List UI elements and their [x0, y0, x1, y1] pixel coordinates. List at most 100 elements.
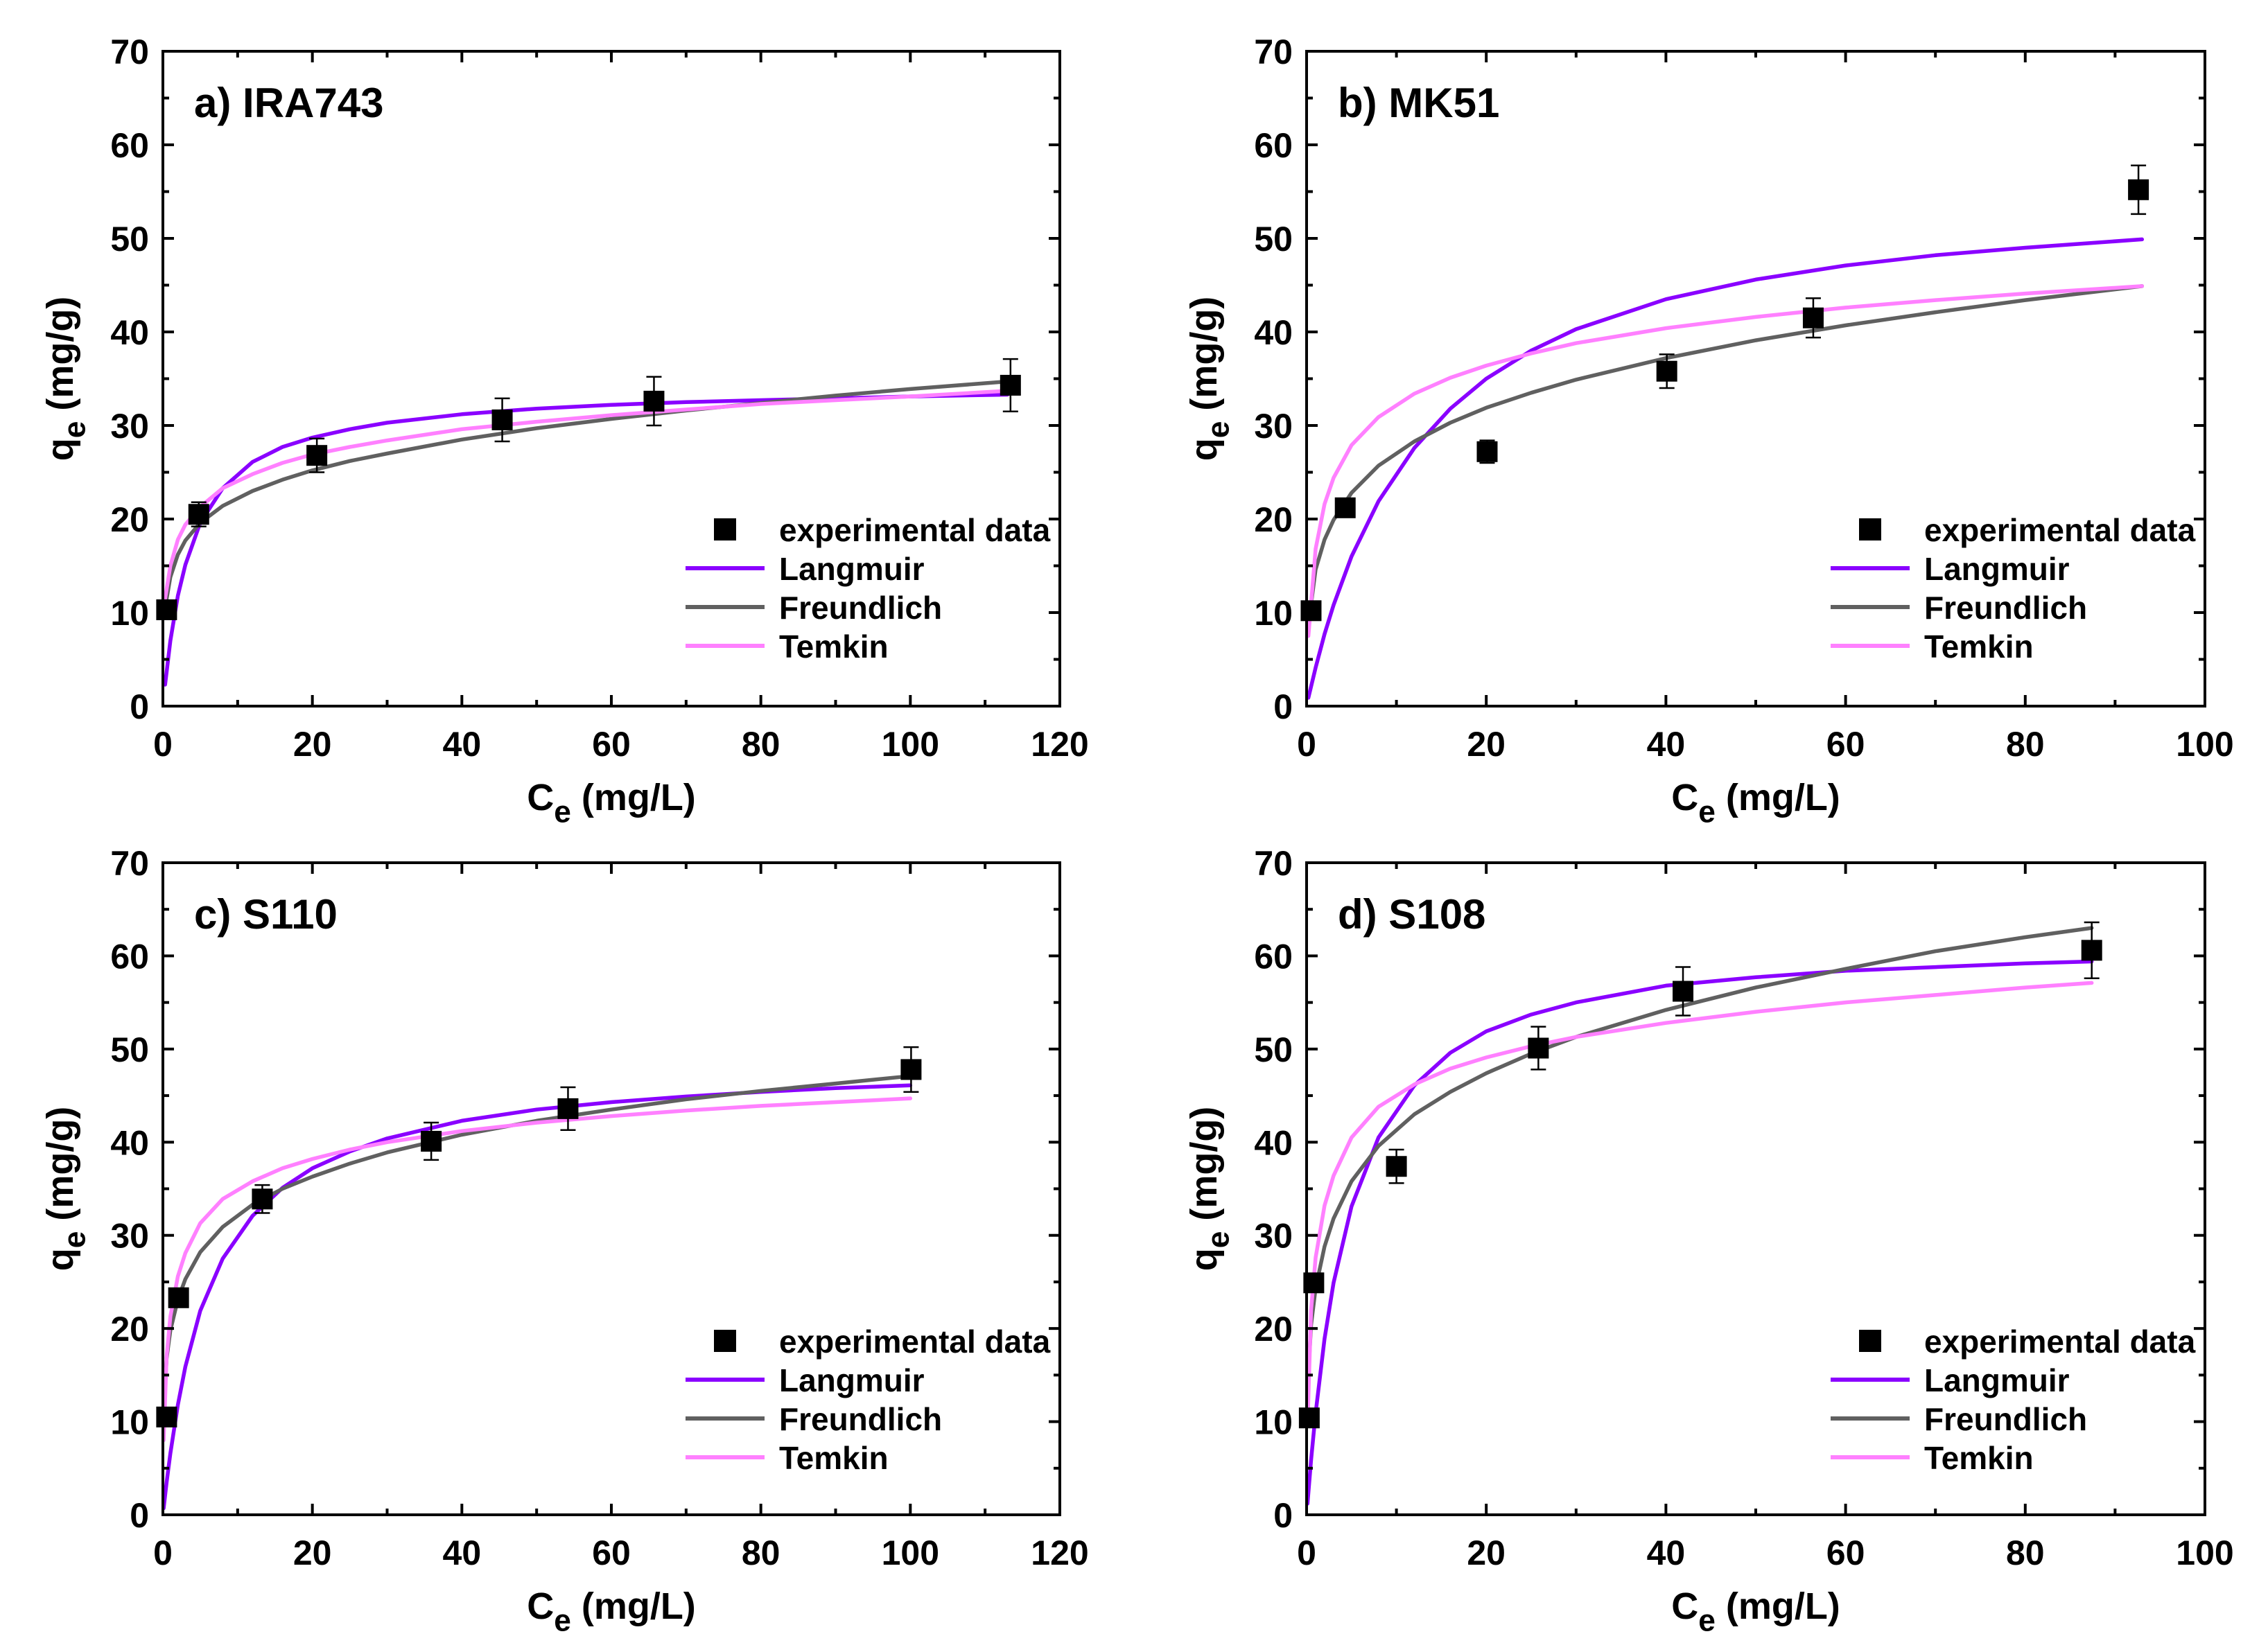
y-tick-label: 60	[110, 126, 149, 165]
data-point	[156, 1406, 177, 1427]
y-tick-label: 20	[110, 500, 149, 539]
panel-title: d) S108	[1338, 891, 1485, 938]
y-tick-label: 30	[1254, 1217, 1293, 1256]
legend-marker	[714, 518, 736, 541]
y-tick-label: 70	[110, 844, 149, 883]
series-line-langmuir	[163, 392, 1010, 687]
x-tick-label: 60	[1826, 1534, 1865, 1572]
legend-marker	[1859, 518, 1881, 541]
series-line-freundlich	[1306, 284, 2145, 627]
data-point	[1528, 1037, 1549, 1059]
y-tick-label: 70	[1254, 33, 1293, 71]
x-tick-label: 40	[1647, 725, 1686, 764]
data-point	[1476, 441, 1498, 462]
legend-label: Freundlich	[779, 590, 942, 626]
x-tick-label: 20	[1467, 725, 1506, 764]
x-tick-label: 100	[882, 725, 939, 764]
legend-item-langmuir: Langmuir	[1831, 1362, 2070, 1398]
series-line-langmuir	[1306, 237, 2145, 700]
y-tick-label: 20	[1254, 500, 1293, 539]
data-point	[491, 409, 513, 430]
x-axis-label: Ce (mg/L)	[527, 777, 696, 829]
legend-marker	[714, 1330, 736, 1352]
y-axis-label: qe (mg/g)	[40, 1107, 91, 1272]
legend-marker	[1859, 1330, 1881, 1352]
data-point	[156, 599, 177, 620]
data-point	[1300, 600, 1322, 622]
x-tick-label: 100	[882, 1534, 939, 1572]
x-tick-label: 40	[1647, 1534, 1686, 1572]
x-tick-label: 20	[1467, 1534, 1506, 1572]
legend-label: experimental data	[1924, 1324, 2196, 1360]
y-tick-label: 0	[130, 687, 149, 726]
x-tick-label: 60	[592, 1534, 631, 1572]
x-tick-label: 100	[2176, 1534, 2233, 1572]
panel-title: b) MK51	[1338, 80, 1499, 126]
data-point	[2081, 940, 2102, 961]
x-tick-label: 40	[443, 725, 482, 764]
y-tick-label: 30	[110, 407, 149, 446]
legend: experimental dataLangmuirFreundlichTemki…	[686, 512, 1051, 665]
y-tick-label: 10	[1254, 594, 1293, 633]
legend-label: experimental data	[1924, 512, 2196, 548]
legend-item-temkin: Temkin	[686, 629, 889, 665]
legend-label: Langmuir	[1924, 551, 2070, 587]
legend-item-experimental-data: experimental data	[1859, 512, 2196, 548]
legend-label: experimental data	[779, 512, 1051, 548]
legend-label: Langmuir	[1924, 1362, 2070, 1398]
legend-item-temkin: Temkin	[1831, 629, 2034, 665]
data-point	[1386, 1156, 1407, 1177]
y-tick-label: 40	[1254, 1123, 1293, 1162]
legend-label: Freundlich	[1924, 1401, 2087, 1437]
y-tick-label: 70	[1254, 844, 1293, 883]
x-tick-label: 80	[2006, 725, 2045, 764]
legend-label: experimental data	[779, 1324, 1051, 1360]
y-tick-label: 30	[110, 1217, 149, 1256]
y-tick-label: 50	[1254, 1030, 1293, 1069]
legend-label: Temkin	[1924, 1440, 2034, 1476]
panel-title: a) IRA743	[194, 80, 383, 126]
x-tick-label: 100	[2176, 725, 2233, 764]
y-axis-label: qe (mg/g)	[40, 297, 91, 462]
legend-item-langmuir: Langmuir	[686, 1362, 925, 1398]
legend-item-experimental-data: experimental data	[714, 1324, 1051, 1360]
legend: experimental dataLangmuirFreundlichTemki…	[1831, 1324, 2196, 1476]
x-tick-label: 80	[2006, 1534, 2045, 1572]
legend: experimental dataLangmuirFreundlichTemki…	[686, 1324, 1051, 1476]
legend: experimental dataLangmuirFreundlichTemki…	[1831, 512, 2196, 665]
y-axis-label: qe (mg/g)	[1183, 1107, 1235, 1272]
data-point	[188, 504, 209, 525]
y-axis-label: qe (mg/g)	[1183, 297, 1235, 462]
series-line-langmuir	[162, 1083, 913, 1511]
y-tick-label: 0	[130, 1496, 149, 1535]
legend-item-langmuir: Langmuir	[686, 551, 925, 587]
legend-item-temkin: Temkin	[1831, 1440, 2034, 1476]
x-tick-label: 0	[1297, 725, 1316, 764]
y-tick-label: 0	[1273, 1496, 1293, 1535]
x-tick-label: 40	[443, 1534, 482, 1572]
x-tick-label: 60	[592, 725, 631, 764]
legend-label: Langmuir	[779, 1362, 925, 1398]
data-point	[557, 1098, 579, 1119]
legend-label: Temkin	[779, 629, 889, 665]
x-tick-label: 20	[293, 1534, 332, 1572]
data-point	[2128, 179, 2149, 200]
panel-title: c) S110	[194, 891, 338, 938]
legend-item-freundlich: Freundlich	[686, 1401, 942, 1437]
data-point	[252, 1188, 273, 1210]
y-tick-label: 40	[110, 1123, 149, 1162]
y-tick-label: 10	[1254, 1403, 1293, 1442]
legend-label: Freundlich	[1924, 590, 2087, 626]
chart-panel-c: 0 20 40 60 80 100 120 0 10 20 30 40 50 60 70 Ce (mg/L) q…	[40, 844, 1089, 1637]
data-point	[1802, 307, 1824, 328]
x-axis-label: Ce (mg/L)	[527, 1585, 696, 1637]
y-tick-label: 60	[1254, 126, 1293, 165]
legend-item-freundlich: Freundlich	[1831, 590, 2087, 626]
x-tick-label: 20	[293, 725, 332, 764]
y-tick-label: 0	[1273, 687, 1293, 726]
y-tick-label: 40	[1254, 313, 1293, 352]
y-tick-label: 50	[110, 1030, 149, 1069]
data-point	[643, 390, 665, 412]
legend-label: Freundlich	[779, 1401, 942, 1437]
